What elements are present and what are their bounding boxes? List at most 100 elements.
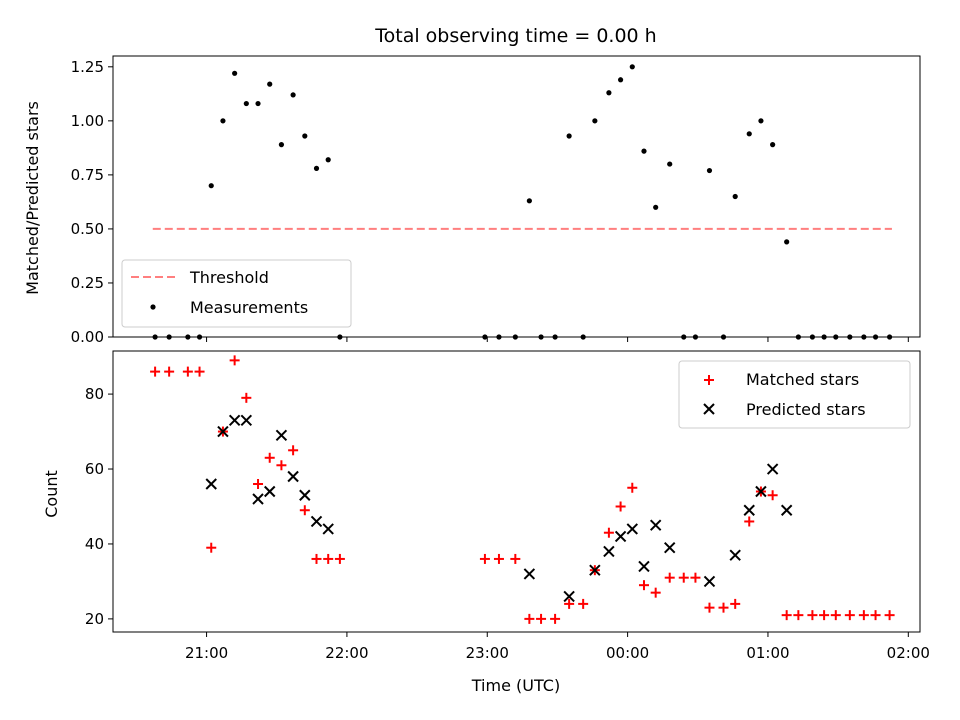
measurement-point [746, 131, 752, 137]
matched-star-point [578, 598, 589, 609]
predicted-star-point [766, 463, 779, 475]
predicted-star-point [563, 590, 575, 603]
predicted-star-point [217, 425, 229, 438]
matched-star-point [206, 542, 217, 553]
matched-star-point [793, 610, 804, 621]
top-y-tick-label: 1.25 [71, 58, 104, 76]
matched-star-point [323, 553, 334, 564]
predicted-star-point [743, 504, 755, 516]
top-y-ticks: 0.00 0.25 0.50 0.75 1.00 1.25 [71, 58, 113, 346]
predicted-star-point [729, 549, 741, 561]
top-y-axis-label: Matched/Predicted stars [23, 101, 42, 295]
measurements-legend-swatch [150, 304, 156, 310]
predicted-star-point [205, 478, 217, 490]
matched-star-point [603, 527, 614, 538]
matched-star-point [819, 610, 830, 621]
matched-star-point [164, 366, 175, 377]
bottom-legend-box [678, 360, 911, 429]
predicted-legend-swatch [703, 403, 715, 415]
predicted-star-point [589, 564, 601, 576]
bottom-x-tick-label: 22:00 [325, 644, 368, 662]
matched-star-point [858, 610, 869, 621]
top-chart-title: Total observing time = 0.00 h [374, 25, 656, 47]
matched-star-point [615, 501, 626, 512]
measurement-point [770, 142, 776, 148]
bottom-x-tick-label: 23:00 [466, 644, 509, 662]
measurement-point [278, 142, 285, 148]
top-y-tick-label: 0.75 [71, 166, 104, 184]
matched-legend-label: Matched stars [746, 370, 859, 389]
top-axes-frame [112, 55, 921, 338]
matched-star-point [744, 516, 755, 527]
predicted-star-point [228, 414, 241, 427]
bottom-x-tick-label: 01:00 [746, 644, 789, 662]
matched-star-point [870, 610, 881, 621]
matched-star-point [550, 613, 561, 624]
bottom-x-ticks: 21:00 22:00 23:00 00:00 01:00 02:00 [185, 632, 930, 662]
measurement-point [208, 183, 214, 189]
measurement-point [784, 239, 790, 245]
measurement-point [592, 118, 598, 124]
matched-star-point [704, 602, 715, 613]
measurement-point [641, 148, 647, 154]
measurement-point [255, 100, 261, 107]
matched-star-point [264, 452, 275, 463]
predicted-star-point [299, 489, 311, 501]
predicted-star-point [664, 541, 676, 554]
measurement-point [526, 198, 532, 204]
bottom-y-tick-label: 80 [85, 385, 104, 403]
bottom-y-ticks: 20 40 60 80 [85, 385, 113, 628]
matched-star-point [718, 602, 729, 613]
matched-star-point [730, 598, 741, 609]
matched-star-point [182, 366, 193, 377]
top-y-tick-label: 0.50 [71, 220, 104, 238]
measurement-point [325, 157, 331, 163]
matched-star-point [493, 553, 504, 564]
predicted-star-point [626, 523, 638, 535]
matched-star-point [884, 610, 895, 621]
measurement-point [220, 118, 226, 124]
matched-star-point [830, 610, 841, 621]
matched-star-point [334, 553, 345, 564]
predicted-star-point [240, 414, 253, 427]
bottom-legend: Matched stars Predicted stars [678, 360, 911, 429]
matched-star-point [229, 355, 240, 366]
predicted-star-point [310, 515, 323, 528]
matched-star-point [276, 460, 287, 471]
predicted-star-point [755, 485, 767, 498]
predicted-star-point [264, 485, 276, 498]
matched-star-point [253, 479, 264, 490]
bottom-y-tick-label: 60 [85, 460, 104, 478]
bottom-x-axis-label: Time (UTC) [471, 676, 560, 695]
threshold-legend-label: Threshold [189, 268, 269, 287]
matched-star-point [311, 553, 322, 564]
bottom-y-tick-label: 20 [85, 610, 104, 628]
measurement-point [617, 77, 624, 83]
measurement-point [232, 70, 238, 76]
bottom-axes-frame [112, 350, 921, 633]
matched-star-point [627, 482, 638, 493]
matched-star-point [807, 610, 818, 621]
matched-star-point [781, 610, 792, 621]
measurements-legend-label: Measurements [190, 298, 308, 317]
predicted-star-point [252, 493, 264, 505]
matched-legend-swatch [704, 375, 714, 385]
matched-star-point [536, 613, 547, 624]
measurement-point [758, 118, 764, 124]
matched-star-point [150, 366, 161, 377]
predicted-star-point [649, 519, 662, 531]
matched-star-point [241, 392, 252, 403]
measurement-point [290, 92, 296, 98]
top-y-tick-label: 0.25 [71, 274, 104, 292]
top-legend: Threshold Measurements [121, 259, 352, 328]
predicted-star-point [275, 429, 288, 442]
matched-star-point [524, 613, 535, 624]
matched-star-point [194, 366, 205, 377]
matched-star-point [479, 553, 490, 564]
measurement-point [653, 204, 659, 210]
predicted-star-point [523, 568, 536, 580]
measurement-point [629, 64, 635, 70]
predicted-star-point [287, 470, 299, 483]
measurement-point [313, 165, 320, 171]
